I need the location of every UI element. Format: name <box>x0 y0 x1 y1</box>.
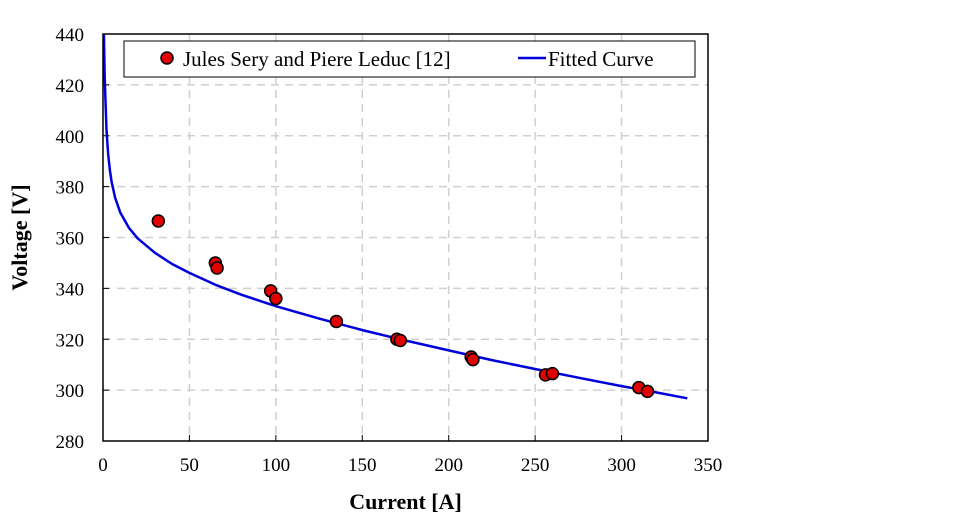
y-axis-title: Voltage [V] <box>7 184 32 290</box>
x-tick-label: 350 <box>694 455 723 476</box>
x-axis-title: Current [A] <box>349 489 462 514</box>
data-point <box>329 314 344 329</box>
y-tick-label: 380 <box>56 178 85 199</box>
y-tick-label: 280 <box>56 432 85 453</box>
data-point <box>466 352 480 367</box>
y-tick-label: 400 <box>56 127 85 148</box>
data-points-layer <box>151 214 655 399</box>
legend-marker-scatter <box>160 51 174 65</box>
x-tick-label: 150 <box>348 455 377 476</box>
data-point <box>210 261 224 275</box>
grid <box>103 34 708 441</box>
data-point <box>393 333 408 348</box>
y-tick-label: 320 <box>56 330 85 351</box>
data-point <box>151 214 166 228</box>
legend-label-line: Fitted Curve <box>548 47 654 71</box>
y-axis-ticks: 280 300 320 340 360 380 400 420 440 <box>56 25 109 453</box>
x-tick-label: 200 <box>434 455 463 476</box>
fitted-curve-layer <box>102 33 688 400</box>
data-point <box>545 366 560 381</box>
legend: Jules Sery and Piere Leduc [12] Fitted C… <box>123 40 696 78</box>
legend-label-scatter: Jules Sery and Piere Leduc [12] <box>183 47 451 71</box>
legend-box <box>123 40 696 78</box>
x-tick-label: 300 <box>607 455 636 476</box>
x-tick-label: 50 <box>180 455 199 476</box>
data-point <box>269 291 283 306</box>
y-tick-label: 340 <box>56 279 85 300</box>
x-tick-label: 250 <box>521 455 550 476</box>
x-axis-ticks: 0 50 100 150 200 250 300 350 <box>98 435 722 476</box>
y-tick-label: 300 <box>56 381 85 402</box>
y-tick-label: 420 <box>56 76 85 97</box>
x-tick-label: 100 <box>262 455 291 476</box>
fitted-curve-line <box>102 33 688 400</box>
data-point <box>640 384 655 399</box>
y-tick-label: 360 <box>56 229 85 250</box>
x-tick-label: 0 <box>98 455 108 476</box>
y-tick-label: 440 <box>56 25 85 46</box>
